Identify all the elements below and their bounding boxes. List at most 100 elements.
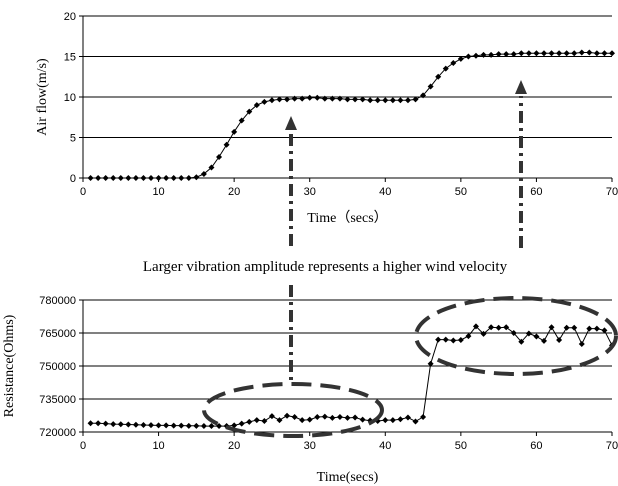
highlight-ellipse-high — [414, 296, 618, 376]
y-tick-label: 750000 — [39, 361, 76, 373]
data-point — [397, 97, 404, 104]
data-point — [540, 337, 547, 344]
data-point — [110, 175, 117, 181]
x-tick-label: 40 — [379, 440, 391, 452]
data-point — [344, 414, 351, 421]
data-point — [200, 170, 207, 177]
x-tick-label: 50 — [455, 186, 467, 198]
data-point — [170, 422, 177, 429]
x-tick-label: 0 — [80, 440, 86, 452]
data-point — [148, 175, 155, 181]
y-tick-label: 780000 — [39, 295, 76, 307]
x-tick-label: 20 — [228, 186, 240, 198]
data-point — [465, 333, 472, 340]
series-line — [90, 325, 613, 427]
annotation-layer — [202, 80, 618, 438]
data-point — [420, 92, 427, 99]
data-point — [457, 55, 464, 62]
data-point — [404, 97, 411, 104]
data-point — [563, 324, 570, 331]
data-point — [208, 164, 215, 171]
data-point — [495, 324, 502, 331]
y-axis-label: Air flow(m/s) — [35, 58, 50, 136]
arrowhead-right — [515, 80, 527, 94]
x-tick-label: 0 — [80, 186, 86, 198]
data-point — [291, 95, 298, 102]
data-point — [518, 338, 525, 345]
data-point — [450, 59, 457, 66]
data-point — [472, 323, 479, 330]
x-tick-label: 70 — [606, 440, 618, 452]
data-point — [268, 97, 275, 104]
x-tick-label: 10 — [152, 440, 164, 452]
data-point — [140, 421, 147, 428]
data-point — [140, 175, 147, 181]
data-point — [435, 73, 442, 80]
highlight-ellipse-low — [202, 382, 384, 438]
data-point — [389, 417, 396, 424]
data-point — [321, 413, 328, 420]
data-point — [193, 422, 200, 429]
data-point — [117, 421, 124, 428]
data-point — [117, 175, 124, 181]
data-point — [495, 51, 502, 58]
data-point — [284, 96, 291, 103]
y-tick-label: 15 — [64, 52, 76, 64]
x-tick-label: 30 — [304, 186, 316, 198]
data-point — [299, 95, 306, 102]
y-tick-label: 20 — [64, 11, 76, 23]
data-point — [178, 422, 185, 429]
data-point — [314, 94, 321, 101]
data-point — [321, 95, 328, 102]
data-point — [480, 330, 487, 337]
data-point — [216, 153, 223, 160]
data-point — [125, 175, 132, 181]
data-point — [352, 414, 359, 421]
data-point — [518, 50, 525, 57]
data-point — [465, 53, 472, 60]
data-point — [110, 421, 117, 428]
data-point — [200, 423, 207, 430]
data-point — [336, 414, 343, 421]
data-point — [609, 50, 615, 57]
data-point — [404, 414, 411, 421]
data-point — [238, 420, 245, 427]
data-point — [125, 421, 132, 428]
x-tick-label: 60 — [530, 186, 542, 198]
data-point — [132, 421, 139, 428]
data-point — [155, 175, 162, 181]
data-point — [291, 414, 298, 421]
y-tick-label: 720000 — [39, 427, 76, 439]
arrowhead-left — [285, 116, 297, 130]
data-point — [216, 423, 223, 430]
data-point — [95, 175, 102, 181]
data-point — [276, 417, 283, 424]
data-point — [593, 325, 600, 332]
data-point — [163, 175, 170, 181]
data-point — [586, 325, 593, 332]
data-point — [533, 333, 540, 340]
data-point — [480, 51, 487, 58]
data-point — [253, 102, 260, 109]
y-tick-label: 0 — [70, 173, 76, 185]
x-tick-label: 20 — [228, 440, 240, 452]
x-axis-label: Time（secs） — [307, 210, 387, 226]
airflow-chart: 0 5 10 15 20 0 10 20 30 40 50 60 70 Time（secs） Air flo… — [35, 11, 618, 226]
data-point — [457, 337, 464, 344]
data-point — [412, 96, 419, 103]
data-point — [412, 418, 419, 425]
data-point — [442, 336, 449, 343]
data-point — [382, 417, 389, 424]
data-point — [548, 50, 555, 57]
data-point — [87, 175, 94, 181]
data-point — [571, 50, 578, 57]
data-point — [306, 94, 313, 101]
y-axis-label: Resistance(Ohms) — [2, 314, 17, 417]
data-point — [95, 420, 102, 427]
series-line — [90, 52, 612, 179]
x-tick-label: 50 — [455, 440, 467, 452]
data-point — [178, 175, 185, 181]
data-point — [314, 414, 321, 421]
data-point — [601, 50, 608, 57]
